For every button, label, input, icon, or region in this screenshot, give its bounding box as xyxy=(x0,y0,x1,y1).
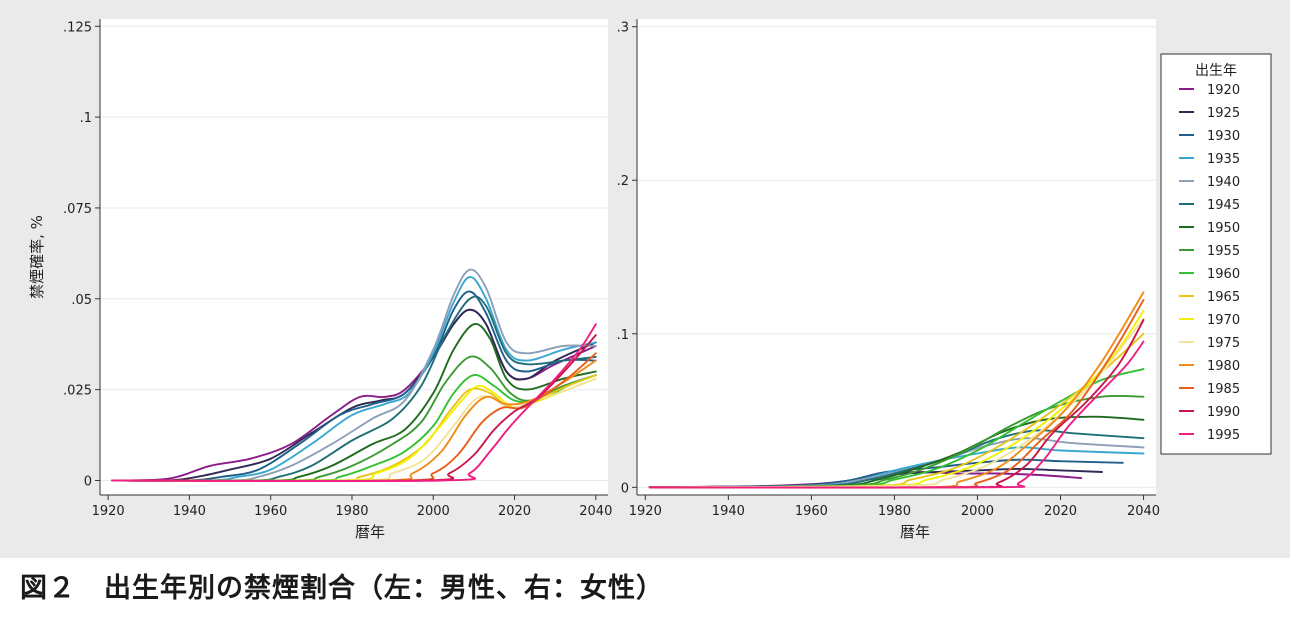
legend-label-1970: 1970 xyxy=(1207,313,1240,328)
right-y-tick-label: .1 xyxy=(617,328,629,343)
series-line-1945 xyxy=(111,295,597,482)
legend-items: 1920 1925 1930 1935 1940 1945 1950 1955 1960 1965… xyxy=(1179,83,1240,443)
figure-canvas: 0 .025 .05 .075 .1 .125 1920 1940 1960 1980 2000 20… xyxy=(28,19,1272,541)
right-x-tick-label: 1960 xyxy=(795,504,828,519)
left-x-tick-label: 1920 xyxy=(92,504,125,519)
left-y-tick-label: .025 xyxy=(63,384,92,399)
legend-label-1950: 1950 xyxy=(1207,221,1240,236)
left-x-tick-label: 1940 xyxy=(173,504,206,519)
left-y-tick-label: 0 xyxy=(84,474,92,489)
right-axes xyxy=(632,19,1156,500)
right-y-tick-label: 0 xyxy=(621,481,629,496)
series-line-1995 xyxy=(648,340,1145,489)
right-x-tick-label: 2000 xyxy=(961,504,994,519)
right-x-tick-label: 2040 xyxy=(1127,504,1160,519)
left-tick-labels: 0 .025 .05 .075 .1 .125 1920 1940 1960 1980 2000 20… xyxy=(63,20,612,519)
right-plot-area xyxy=(637,19,1156,495)
right-chart-panel: 0 .1 .2 .3 1920 1940 1960 1980 2000 2020 2040 暦年 xyxy=(617,19,1160,541)
left-plot-area xyxy=(100,19,608,495)
right-tick-labels: 0 .1 .2 .3 1920 1940 1960 1980 2000 2020 2040 xyxy=(617,21,1160,519)
left-x-tick-label: 1960 xyxy=(254,504,287,519)
legend-label-1935: 1935 xyxy=(1207,152,1240,167)
legend-label-1930: 1930 xyxy=(1207,129,1240,144)
legend-label-1965: 1965 xyxy=(1207,290,1240,305)
legend-label-1955: 1955 xyxy=(1207,244,1240,259)
left-y-axis-label: 禁煙確率, % xyxy=(28,215,46,299)
left-x-tick-label: 2040 xyxy=(579,504,612,519)
left-chart-panel: 0 .025 .05 .075 .1 .125 1920 1940 1960 1980 2000 20… xyxy=(28,19,612,541)
legend-label-1980: 1980 xyxy=(1207,359,1240,374)
left-y-tick-label: .125 xyxy=(63,20,92,35)
legend-label-1995: 1995 xyxy=(1207,428,1240,443)
left-x-axis-label: 暦年 xyxy=(355,523,385,541)
legend-label-1960: 1960 xyxy=(1207,267,1240,282)
left-series-lines xyxy=(111,268,597,482)
left-x-tick-label: 2000 xyxy=(417,504,450,519)
legend-label-1940: 1940 xyxy=(1207,175,1240,190)
series-line-1995 xyxy=(111,323,597,482)
right-series-lines xyxy=(648,291,1145,489)
series-line-1950 xyxy=(111,322,597,482)
right-x-tick-label: 2020 xyxy=(1044,504,1077,519)
legend-label-1945: 1945 xyxy=(1207,198,1240,213)
right-x-tick-label: 1940 xyxy=(712,504,745,519)
legend: 出生年 1920 1925 1930 1935 1940 1945 1950 1955 1960… xyxy=(1160,53,1272,455)
right-x-tick-label: 1980 xyxy=(878,504,911,519)
right-y-tick-label: .3 xyxy=(617,21,629,36)
left-x-tick-label: 2020 xyxy=(498,504,531,519)
legend-title: 出生年 xyxy=(1195,63,1237,79)
right-x-tick-label: 1920 xyxy=(629,504,662,519)
right-x-axis-label: 暦年 xyxy=(900,523,930,541)
series-line-1940 xyxy=(111,268,597,482)
left-y-tick-label: .075 xyxy=(63,202,92,217)
figure-caption: 図２ 出生年別の禁煙割合（左：男性、右：女性） xyxy=(20,573,664,604)
right-y-tick-label: .2 xyxy=(617,174,629,189)
left-x-tick-label: 1980 xyxy=(335,504,368,519)
legend-label-1925: 1925 xyxy=(1207,106,1240,121)
legend-label-1920: 1920 xyxy=(1207,83,1240,98)
left-y-tick-label: .05 xyxy=(71,293,92,308)
legend-label-1990: 1990 xyxy=(1207,405,1240,420)
left-axes xyxy=(95,19,608,500)
left-y-tick-label: .1 xyxy=(80,111,92,126)
legend-label-1975: 1975 xyxy=(1207,336,1240,351)
legend-label-1985: 1985 xyxy=(1207,382,1240,397)
